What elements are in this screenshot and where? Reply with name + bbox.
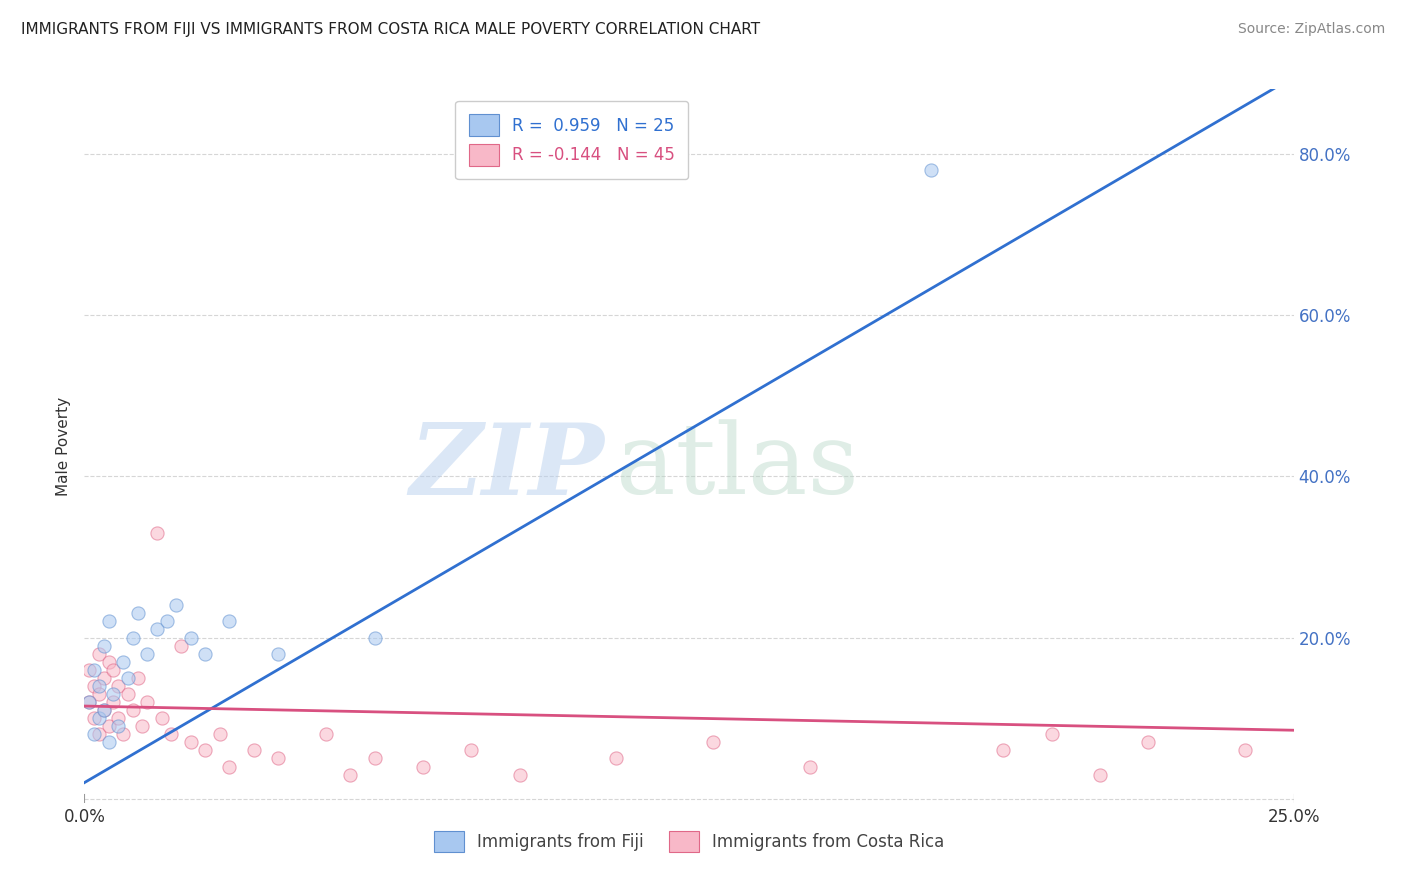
Point bbox=[112, 727, 135, 741]
Point bbox=[117, 687, 139, 701]
Point bbox=[920, 162, 942, 177]
Point bbox=[121, 703, 143, 717]
Point bbox=[77, 663, 100, 677]
Point bbox=[1040, 727, 1063, 741]
Point bbox=[180, 631, 202, 645]
Point bbox=[83, 727, 105, 741]
Point bbox=[107, 711, 129, 725]
Point bbox=[136, 647, 159, 661]
Point bbox=[339, 767, 361, 781]
Point bbox=[97, 719, 120, 733]
Point bbox=[87, 647, 110, 661]
Point bbox=[136, 695, 159, 709]
Point bbox=[993, 743, 1015, 757]
Point bbox=[363, 751, 385, 765]
Point bbox=[1088, 767, 1111, 781]
Point bbox=[103, 663, 125, 677]
Point bbox=[103, 695, 125, 709]
Point bbox=[127, 607, 149, 621]
Point bbox=[87, 679, 110, 693]
Point bbox=[112, 655, 135, 669]
Point bbox=[218, 615, 240, 629]
Point bbox=[267, 647, 290, 661]
Point bbox=[412, 759, 434, 773]
Point bbox=[1137, 735, 1160, 749]
Point bbox=[87, 711, 110, 725]
Point bbox=[87, 727, 110, 741]
Text: Source: ZipAtlas.com: Source: ZipAtlas.com bbox=[1237, 22, 1385, 37]
Legend: Immigrants from Fiji, Immigrants from Costa Rica: Immigrants from Fiji, Immigrants from Co… bbox=[427, 824, 950, 859]
Point bbox=[1234, 743, 1257, 757]
Point bbox=[460, 743, 482, 757]
Point bbox=[218, 759, 240, 773]
Text: atlas: atlas bbox=[616, 419, 859, 516]
Point bbox=[155, 615, 177, 629]
Point bbox=[267, 751, 290, 765]
Point bbox=[97, 615, 120, 629]
Point bbox=[170, 639, 193, 653]
Point bbox=[87, 687, 110, 701]
Point bbox=[146, 525, 169, 540]
Point bbox=[180, 735, 202, 749]
Point bbox=[83, 711, 105, 725]
Point bbox=[605, 751, 627, 765]
Point bbox=[103, 687, 125, 701]
Point bbox=[315, 727, 337, 741]
Point bbox=[93, 671, 115, 685]
Point bbox=[194, 647, 217, 661]
Point bbox=[208, 727, 231, 741]
Y-axis label: Male Poverty: Male Poverty bbox=[56, 396, 72, 496]
Point bbox=[77, 695, 100, 709]
Point bbox=[131, 719, 153, 733]
Point bbox=[127, 671, 149, 685]
Point bbox=[107, 679, 129, 693]
Text: ZIP: ZIP bbox=[409, 419, 605, 516]
Point bbox=[93, 703, 115, 717]
Point bbox=[242, 743, 264, 757]
Point bbox=[121, 631, 143, 645]
Point bbox=[150, 711, 173, 725]
Point bbox=[83, 679, 105, 693]
Point bbox=[93, 703, 115, 717]
Point bbox=[509, 767, 531, 781]
Point bbox=[146, 623, 169, 637]
Point bbox=[107, 719, 129, 733]
Point bbox=[194, 743, 217, 757]
Point bbox=[160, 727, 183, 741]
Text: IMMIGRANTS FROM FIJI VS IMMIGRANTS FROM COSTA RICA MALE POVERTY CORRELATION CHAR: IMMIGRANTS FROM FIJI VS IMMIGRANTS FROM … bbox=[21, 22, 761, 37]
Point bbox=[702, 735, 724, 749]
Point bbox=[799, 759, 821, 773]
Point bbox=[83, 663, 105, 677]
Point bbox=[93, 639, 115, 653]
Point bbox=[97, 735, 120, 749]
Point bbox=[97, 655, 120, 669]
Point bbox=[77, 695, 100, 709]
Point bbox=[165, 599, 187, 613]
Point bbox=[117, 671, 139, 685]
Point bbox=[363, 631, 385, 645]
